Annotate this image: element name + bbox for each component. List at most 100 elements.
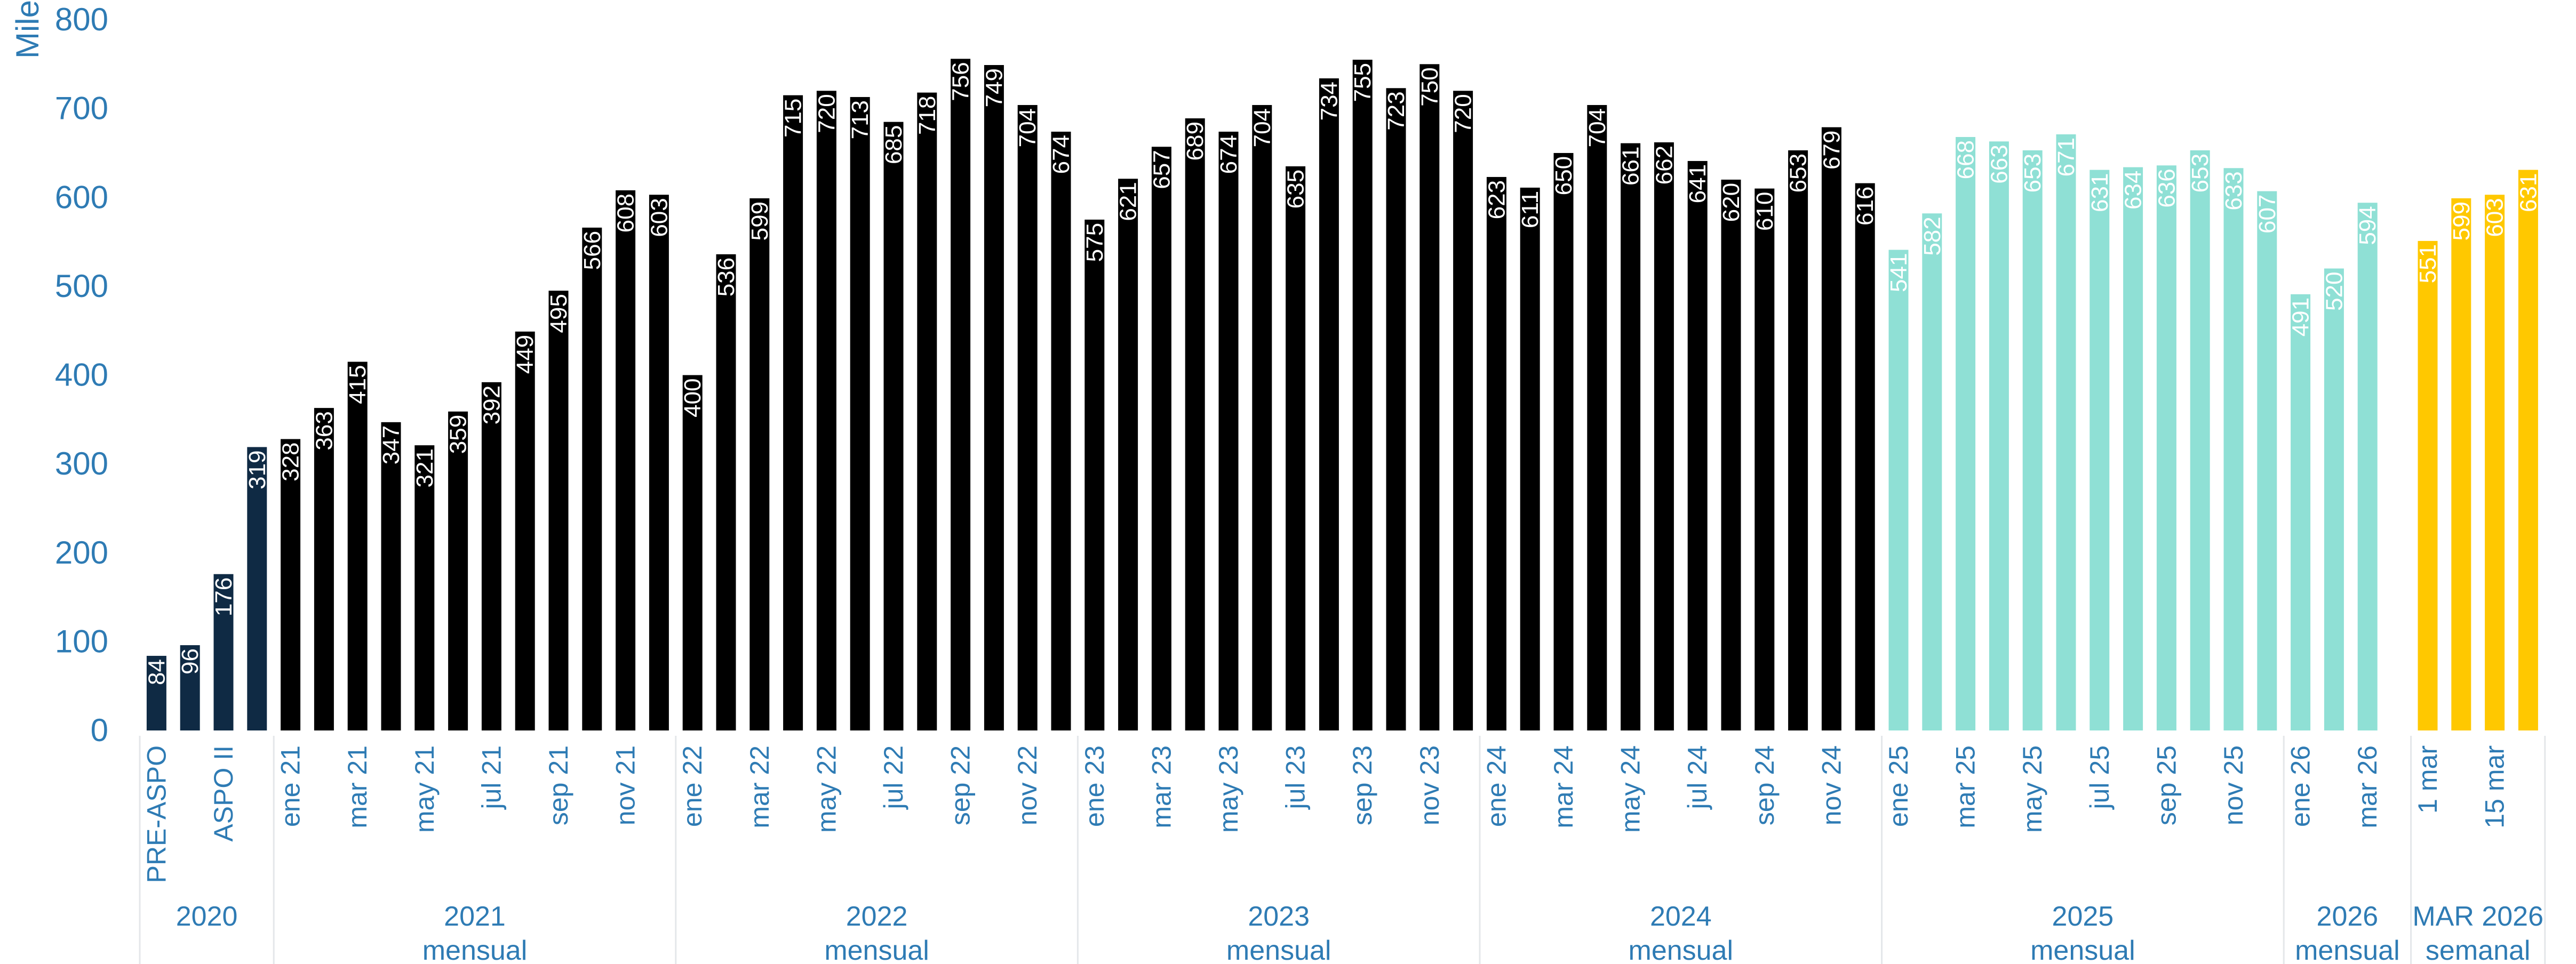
data-label: 620 [1718,183,1744,222]
data-label: 176 [211,577,237,616]
group-sublabel: semanal [2426,935,2531,964]
x-tick-label: may 22 [811,745,841,833]
bar [2291,294,2311,730]
y-tick-label: 200 [55,535,108,571]
bar [1084,219,1105,730]
bar [1051,131,1071,730]
bar [1185,118,1205,731]
bar [1989,141,2009,730]
data-label: 668 [1953,140,1979,179]
data-label: 321 [412,448,438,487]
data-label: 449 [512,335,538,374]
bar [1453,91,1473,730]
data-label: 755 [1350,63,1376,102]
x-tick-label: ene 26 [2286,745,2316,827]
y-axis-title: Miles [10,0,45,59]
bar [1553,152,1574,730]
bar [2518,170,2538,731]
y-tick-label: 800 [55,2,108,37]
data-label: 610 [1752,192,1778,231]
bar [180,645,200,730]
data-label: 723 [1383,91,1409,130]
x-tick-label: 15 mar [2480,745,2510,829]
x-tick-label: mar 22 [745,745,775,829]
data-label: 704 [1584,108,1610,147]
bar [2156,165,2176,730]
group-sublabel: mensual [2030,935,2135,964]
data-label: 520 [2321,272,2347,311]
data-label: 657 [1149,150,1175,189]
data-label: 541 [1886,253,1912,292]
bar [281,439,301,730]
data-label: 635 [1283,170,1309,208]
x-tick-label: ene 22 [677,745,707,827]
data-label: 749 [981,68,1007,107]
bar [1587,105,1607,731]
x-tick-label: PRE-ASPO [141,745,171,883]
bar [2357,203,2378,730]
data-label: 607 [2254,195,2280,234]
group-label: 2020 [176,901,238,932]
data-label: 347 [378,425,404,464]
bar [2451,198,2471,730]
bar [951,59,971,731]
bar [1352,59,1373,731]
data-label: 653 [2187,154,2213,192]
bar [1788,150,1808,731]
bar [1319,78,1339,730]
bar [816,91,836,730]
x-tick-label: jul 21 [476,745,506,810]
bar [2418,240,2438,730]
y-tick-label: 300 [55,446,108,481]
bar [1252,105,1272,731]
x-tick-label: sep 23 [1347,745,1377,825]
bar [1888,250,1909,731]
bar [247,447,267,730]
data-label: 720 [814,94,840,133]
x-tick-label: ene 23 [1080,745,1110,827]
data-label: 575 [1082,223,1108,262]
y-tick-label: 400 [55,357,108,393]
data-label: 491 [2288,298,2314,336]
data-label: 734 [1316,82,1342,120]
data-label: 415 [345,365,371,404]
bar [1520,187,1540,730]
x-tick-label: nov 21 [611,745,641,825]
bar [749,198,770,730]
bar [414,445,435,730]
data-label: 704 [1015,108,1041,147]
data-label: 599 [747,202,773,240]
bar [1687,160,1708,731]
bar [984,65,1004,730]
bar [1821,127,1841,731]
data-label: 582 [1919,216,1945,255]
bar [448,411,468,730]
data-label: 603 [2482,198,2508,237]
x-tick-label: ene 25 [1884,745,1913,827]
bar [2190,150,2210,731]
bar [381,422,401,730]
data-label: 392 [478,385,505,424]
data-label: 674 [1048,135,1074,174]
group-sublabel: mensual [2295,935,2400,964]
bar [1486,176,1506,730]
data-label: 704 [1249,108,1275,147]
bar [616,190,636,730]
bar [1151,147,1171,731]
bar [2485,195,2505,731]
x-tick-label: sep 22 [946,745,976,825]
x-tick-label: nov 23 [1415,745,1445,825]
data-label: 720 [1450,94,1477,133]
bar [1621,143,1641,730]
bar [1218,131,1239,730]
data-label: 603 [646,198,672,237]
bar [783,95,803,731]
data-label: 689 [1182,122,1208,160]
bar [2056,134,2076,730]
bar [1017,105,1038,731]
data-label: 756 [948,62,974,101]
data-label: 84 [143,659,170,685]
bar [1754,188,1775,730]
group-sublabel: mensual [1629,935,1734,964]
